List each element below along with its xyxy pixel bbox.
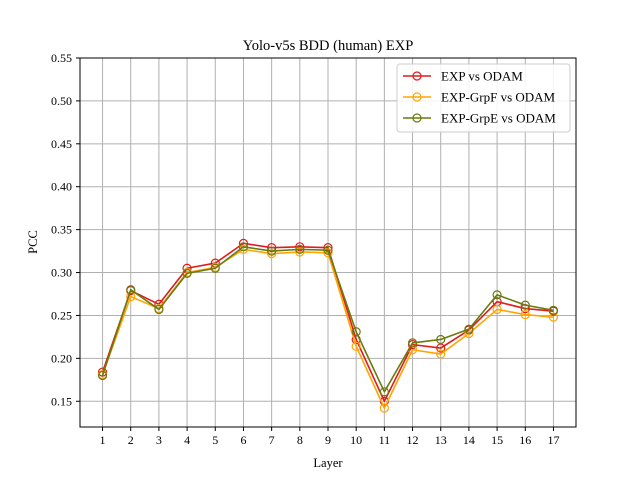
legend-label: EXP vs ODAM <box>441 69 523 84</box>
y-axis-label: PCC <box>26 230 40 254</box>
data-point <box>267 249 277 259</box>
data-point <box>351 341 361 351</box>
legend-marker <box>412 92 422 102</box>
data-point <box>97 367 108 377</box>
data-point <box>238 242 249 252</box>
y-tick-label: 0.40 <box>51 180 72 194</box>
data-point <box>464 324 474 334</box>
series-group <box>97 238 559 413</box>
x-tick-label: 10 <box>350 433 362 447</box>
data-point <box>379 387 389 397</box>
series-line <box>101 242 554 403</box>
legend: EXP vs ODAM EXP-GrpF vs ODAM EXP-GrpE vs O… <box>396 63 571 133</box>
y-tick-label: 0.55 <box>51 51 72 65</box>
data-point <box>548 312 559 322</box>
series-3 <box>97 242 559 397</box>
y-tick-label: 0.35 <box>51 223 72 237</box>
y-tick-label: 0.25 <box>51 308 72 322</box>
x-axis-label: Layer <box>313 456 343 470</box>
series-line <box>101 245 554 393</box>
legend-entry: EXP vs ODAM <box>403 69 523 84</box>
x-tick-label: 11 <box>379 433 391 447</box>
data-point <box>97 370 108 381</box>
data-point <box>548 305 559 315</box>
legend-label: EXP-GrpE vs ODAM <box>441 111 556 126</box>
x-tick-label: 9 <box>325 433 331 447</box>
x-tick-label: 1 <box>100 433 106 447</box>
y-tick-label: 0.20 <box>51 351 72 365</box>
data-point <box>126 285 136 295</box>
data-point <box>492 304 502 315</box>
series-1 <box>97 238 559 406</box>
x-tick-label: 2 <box>128 433 134 447</box>
axis-ticks: 1 2 3 4 5 6 7 8 9 10 11 12 13 14 15 16 170.150.200.250.3… <box>51 51 559 447</box>
data-point <box>436 334 446 345</box>
data-point <box>154 304 164 315</box>
data-point <box>520 309 530 320</box>
data-point <box>323 248 333 258</box>
data-point <box>492 290 502 300</box>
x-tick-label: 16 <box>519 433 531 447</box>
data-point <box>295 247 305 257</box>
x-tick-label: 5 <box>212 433 218 447</box>
x-tick-label: 13 <box>435 433 447 447</box>
y-tick-label: 0.30 <box>51 266 72 280</box>
chart-title: Yolo-v5s BDD (human) EXP <box>243 38 414 54</box>
data-point <box>182 268 192 278</box>
x-tick-label: 12 <box>407 433 419 447</box>
data-point <box>295 242 305 252</box>
data-point <box>379 403 389 413</box>
x-tick-label: 8 <box>297 433 303 447</box>
legend-label: EXP-GrpF vs ODAM <box>441 90 556 105</box>
data-point <box>295 244 305 254</box>
legend-items: EXP vs ODAM EXP-GrpF vs ODAM EXP-GrpE vs O… <box>403 69 556 126</box>
y-tick-label: 0.45 <box>51 137 72 151</box>
legend-marker <box>412 71 422 81</box>
legend-entry: EXP-GrpF vs ODAM <box>403 90 556 105</box>
data-point <box>210 263 220 273</box>
x-tick-label: 14 <box>463 433 475 447</box>
data-point <box>351 327 361 337</box>
y-tick-label: 0.50 <box>51 94 72 108</box>
x-tick-label: 4 <box>184 433 190 447</box>
x-tick-label: 6 <box>240 433 246 447</box>
data-point <box>436 349 446 359</box>
y-tick-label: 0.15 <box>51 394 72 408</box>
data-point <box>520 300 530 310</box>
data-point <box>323 245 333 255</box>
x-tick-label: 17 <box>547 433 559 447</box>
x-tick-label: 3 <box>156 433 162 447</box>
legend-box <box>396 63 571 133</box>
x-tick-label: 15 <box>491 433 503 447</box>
legend-marker <box>412 113 422 123</box>
legend-entry: EXP-GrpE vs ODAM <box>403 111 556 126</box>
data-point <box>267 246 277 256</box>
data-point <box>126 291 136 302</box>
x-tick-label: 7 <box>269 433 275 447</box>
data-point <box>407 338 418 348</box>
